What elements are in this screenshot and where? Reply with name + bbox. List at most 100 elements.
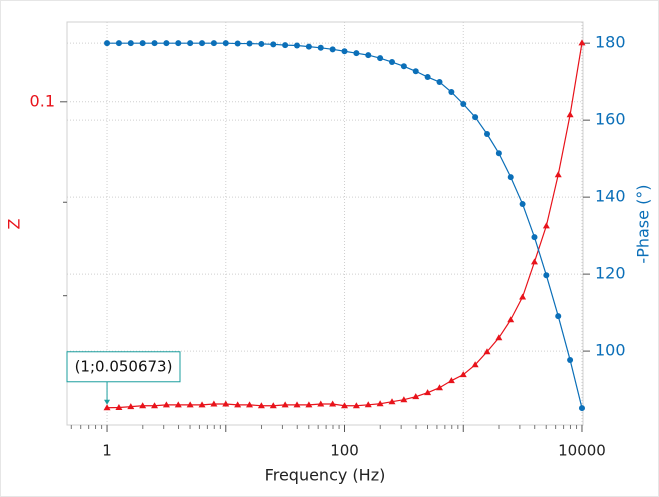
marker [531,234,538,241]
marker [139,402,147,409]
marker [115,40,122,47]
marker [329,400,337,407]
marker [341,402,349,409]
y2-tick-label: 160 [595,110,626,129]
marker [163,40,170,47]
marker [567,356,574,363]
marker [388,398,396,405]
marker [127,40,134,47]
marker [317,400,325,407]
annotation-text: (1;0.050673) [75,357,173,375]
marker [507,316,515,323]
annotation-box [66,351,181,383]
marker [400,63,407,70]
marker [162,401,170,408]
marker [174,401,182,408]
marker [198,401,206,408]
marker [495,150,502,157]
marker [578,39,586,46]
marker [139,40,146,47]
marker [269,402,277,409]
marker [377,55,384,62]
marker [507,174,514,181]
marker [436,384,444,391]
marker [352,402,360,409]
x-axis-title: Frequency (Hz) [265,466,386,485]
marker [530,258,538,265]
marker [341,48,348,55]
marker [187,40,194,47]
marker [282,42,289,49]
marker [246,401,254,408]
marker [412,68,419,75]
marker [270,41,277,48]
marker [447,377,455,384]
marker [222,400,230,407]
marker [210,40,217,47]
marker [210,400,218,407]
marker [424,74,431,81]
marker [257,402,265,409]
marker [471,361,479,368]
marker [175,40,182,47]
marker [199,40,206,47]
marker [293,401,301,408]
marker [448,89,455,96]
marker [376,400,384,407]
marker [353,50,360,57]
marker [104,40,111,47]
marker [542,222,550,229]
y2-tick-label: 180 [595,33,626,52]
plot-frame [66,21,584,426]
y-tick-label: 0.1 [30,91,55,110]
marker [424,389,432,396]
marker [483,348,491,355]
marker [400,396,408,403]
marker [317,44,324,51]
marker [258,40,265,47]
annotation-arrowhead [104,399,111,405]
marker [555,313,562,320]
marker [234,40,241,47]
marker [472,114,479,121]
marker [281,401,289,408]
marker [294,42,301,49]
marker [543,272,550,279]
marker [329,46,336,53]
marker [127,403,135,410]
y2-axis-title: -Phase (°) [634,184,653,263]
x-tick-label: 100 [330,442,359,460]
marker [483,131,490,138]
marker [364,401,372,408]
marker [222,40,229,47]
marker [115,404,123,411]
marker [305,43,312,50]
y2-tick-label: 140 [595,187,626,206]
marker [412,393,420,400]
marker [186,401,194,408]
marker [436,79,443,86]
marker [234,401,242,408]
marker [151,402,159,409]
marker [459,371,467,378]
x-tick-label: 10000 [558,442,606,460]
marker [495,334,503,341]
marker [460,100,467,107]
marker [578,405,585,412]
marker [519,293,527,300]
y2-tick-label: 120 [595,264,626,283]
x-tick-label: 1 [102,442,112,460]
y2-tick-label: 100 [595,341,626,360]
marker [554,171,562,178]
marker [566,111,574,118]
marker [246,40,253,47]
marker [365,52,372,59]
y-axis-title: Z [5,218,24,229]
marker [151,40,158,47]
marker [519,201,526,208]
marker [103,404,111,411]
marker [305,401,313,408]
marker [389,59,396,66]
